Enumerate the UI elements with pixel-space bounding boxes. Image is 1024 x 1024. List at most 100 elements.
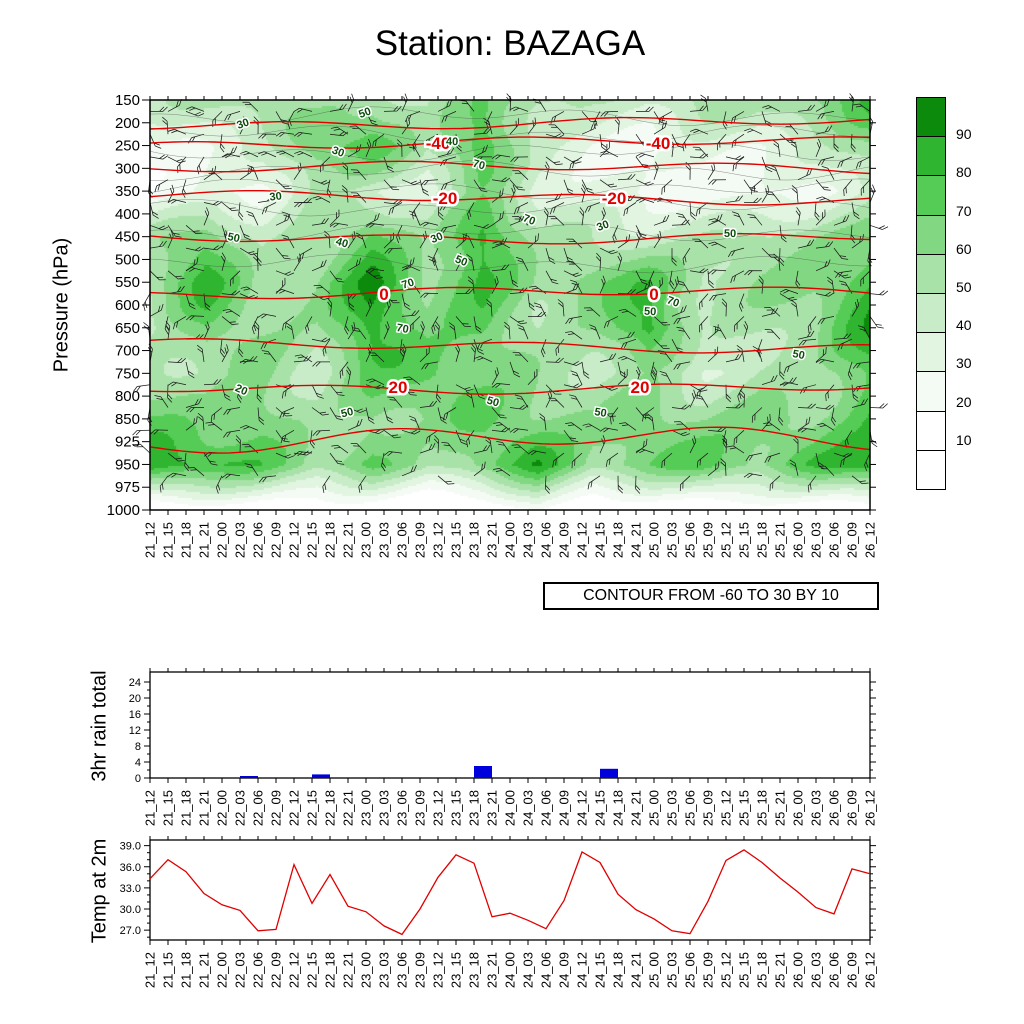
wind-barb (365, 268, 385, 274)
temp-time-labels: 21_12 21_15 21_18 21_21 22_00 22_03 22_06 22_09… (143, 952, 878, 988)
rain-tick-label: 8 (135, 741, 141, 753)
time-tick-label: 23_03 (377, 790, 392, 826)
wind-barb (869, 290, 889, 296)
wind-barb (293, 107, 313, 113)
time-tick-label: 22_09 (269, 522, 284, 558)
humidity-contour-label: 30 (429, 230, 445, 246)
wind-barb (465, 391, 475, 408)
wind-barb (159, 475, 169, 493)
wind-barb (419, 230, 428, 249)
wind-barb (311, 407, 329, 416)
wind-barb (545, 384, 562, 395)
time-tick-label: 24_06 (539, 952, 554, 988)
wind-barb (203, 452, 218, 466)
humidity-contour-label: 50 (340, 406, 355, 421)
wind-barb (312, 361, 330, 367)
wind-barb (347, 407, 367, 413)
wind-barb (685, 161, 691, 180)
red-contour-line (149, 426, 871, 454)
wind-barb (762, 105, 781, 112)
wind-barb (855, 156, 871, 169)
wind-barb (635, 448, 655, 454)
wind-barb (366, 378, 385, 386)
wind-barb (851, 384, 859, 402)
wind-barb (778, 407, 784, 426)
wind-barb (815, 358, 835, 364)
pressure-tick-label: 550 (115, 274, 140, 291)
wind-barb (293, 451, 313, 457)
wind-barb (552, 452, 565, 468)
wind-barb (758, 275, 764, 294)
wind-barb (543, 207, 549, 226)
wind-barb (720, 458, 727, 476)
wind-barb (162, 116, 169, 135)
wind-barb (734, 316, 745, 332)
contour-note: CONTOUR FROM -60 TO 30 BY 10 (543, 582, 879, 610)
wind-barb (733, 430, 745, 446)
time-tick-label: 24_00 (503, 522, 518, 558)
wind-barb (165, 321, 171, 340)
wind-barb (432, 247, 439, 266)
wind-barb (421, 361, 439, 370)
wind-barb (509, 428, 529, 434)
wind-barb (311, 384, 324, 399)
wind-barb (440, 156, 457, 167)
wind-barb (224, 111, 241, 121)
wind-barb (322, 475, 331, 493)
time-tick-label: 25_12 (719, 522, 734, 558)
colorbar: 90 80 70 60 50 40 30 20 10 (916, 97, 996, 490)
wind-barb (815, 98, 830, 112)
wind-barb (650, 361, 656, 381)
wind-barb (185, 257, 199, 272)
wind-barb (653, 121, 667, 135)
wind-barb (599, 134, 608, 152)
time-tick-label: 23_15 (449, 790, 464, 826)
wind-barb (401, 117, 411, 135)
wind-barb (548, 215, 565, 226)
wind-barb (437, 407, 447, 424)
wind-barb (455, 288, 474, 294)
time-tick-label: 23_21 (485, 790, 500, 826)
wind-barb (442, 407, 457, 421)
wind-barb (491, 367, 499, 385)
wind-barb (677, 280, 691, 294)
wind-barb (293, 132, 313, 138)
wind-barb (342, 162, 349, 180)
wind-barb (695, 202, 709, 217)
wind-barb (203, 379, 222, 386)
wind-barb (186, 407, 204, 413)
wind-barb (275, 384, 295, 389)
wind-barb (331, 444, 349, 454)
time-tick-label: 23_06 (395, 952, 410, 988)
time-tick-label: 25_03 (665, 952, 680, 988)
wind-barb (329, 222, 349, 228)
wind-barb (548, 124, 565, 135)
wind-barb (793, 435, 799, 454)
wind-barb (698, 316, 709, 333)
wind-barb (258, 475, 277, 483)
colorbar-tick-label: 20 (956, 393, 972, 410)
wind-barb (682, 247, 691, 266)
wind-barb (221, 316, 239, 325)
wind-barb (281, 234, 295, 249)
contour-line (149, 224, 871, 242)
wind-barb (167, 285, 185, 294)
wind-barb (402, 265, 421, 272)
wind-barb (275, 111, 289, 125)
wind-barb (279, 407, 295, 419)
humidity-contour-label: 50 (724, 228, 736, 240)
red-contour-line (149, 160, 871, 175)
wind-barb (671, 404, 691, 410)
wind-barb (247, 164, 259, 180)
time-tick-label: 22_21 (341, 790, 356, 826)
wind-barb (473, 127, 492, 135)
wind-barb (653, 230, 662, 249)
wind-barb (148, 179, 154, 198)
wind-barb (851, 398, 869, 408)
wind-barb (696, 452, 709, 468)
wind-barb (491, 177, 511, 183)
wind-barb (294, 202, 312, 208)
wind-barb (244, 463, 259, 477)
rain-bar (474, 766, 492, 778)
